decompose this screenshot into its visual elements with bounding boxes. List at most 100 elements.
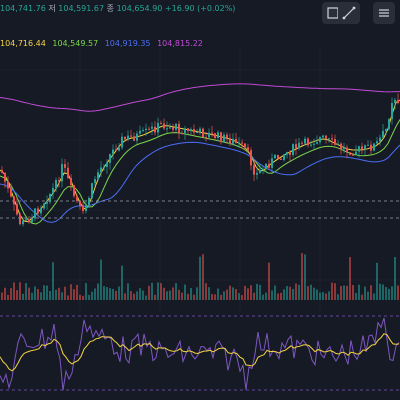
candle-body bbox=[163, 123, 165, 129]
volume-bar bbox=[298, 284, 300, 300]
candle-body bbox=[340, 143, 342, 150]
volume-bar bbox=[274, 285, 276, 300]
candle-body bbox=[223, 134, 225, 142]
candle-body bbox=[343, 147, 345, 150]
oscillator-signal-line bbox=[0, 333, 400, 372]
volume-bar bbox=[364, 286, 366, 300]
volume-histogram bbox=[1, 253, 399, 300]
volume-bar bbox=[94, 288, 96, 300]
candle-body bbox=[289, 151, 291, 155]
candle-body bbox=[142, 130, 144, 132]
volume-bar bbox=[160, 283, 162, 300]
volume-bar bbox=[304, 254, 306, 300]
volume-bar bbox=[91, 291, 93, 300]
candle-body bbox=[1, 170, 3, 173]
candle-body bbox=[85, 205, 87, 212]
volume-bar bbox=[196, 287, 198, 300]
candle-body bbox=[364, 145, 366, 150]
candle-body bbox=[115, 149, 117, 151]
candle-body bbox=[253, 165, 255, 175]
volume-bar bbox=[106, 287, 108, 300]
candle-body bbox=[310, 144, 312, 146]
candle-body bbox=[82, 205, 84, 212]
volume-bar bbox=[244, 285, 246, 300]
volume-bar bbox=[349, 257, 351, 300]
candle-body bbox=[196, 132, 198, 134]
volume-bar bbox=[385, 287, 387, 300]
volume-bar bbox=[280, 292, 282, 300]
volume-bar bbox=[271, 290, 273, 300]
ma-value-4: 104,815.22 bbox=[157, 39, 203, 48]
volume-bar bbox=[265, 292, 267, 300]
candle-body bbox=[211, 132, 213, 134]
candle-body bbox=[148, 128, 150, 130]
candle-body bbox=[139, 130, 141, 134]
candle-body bbox=[61, 164, 63, 182]
volume-bar bbox=[391, 286, 393, 300]
volume-bar bbox=[112, 288, 114, 300]
volume-bar bbox=[277, 293, 279, 300]
candle-body bbox=[121, 136, 123, 148]
volume-bar bbox=[388, 288, 390, 300]
candle-body bbox=[373, 143, 375, 151]
volume-bar bbox=[127, 283, 129, 300]
candle-body bbox=[262, 168, 264, 170]
moving-average-line-1 bbox=[0, 99, 400, 223]
candle-body bbox=[358, 146, 360, 152]
candle-body bbox=[190, 129, 192, 131]
volume-bar bbox=[7, 294, 9, 300]
volume-bar bbox=[133, 293, 135, 300]
volume-bar bbox=[136, 291, 138, 300]
volume-bar bbox=[151, 282, 153, 300]
trend-line-button[interactable] bbox=[338, 2, 360, 24]
ma-value-3: 104,919.35 bbox=[104, 39, 151, 48]
volume-bar bbox=[238, 293, 240, 300]
candle-body bbox=[100, 167, 102, 173]
volume-bar bbox=[190, 288, 192, 300]
candle-body bbox=[28, 219, 30, 223]
settings-button[interactable] bbox=[373, 2, 395, 24]
volume-bar bbox=[289, 286, 291, 300]
volume-bar bbox=[148, 285, 150, 300]
volume-bar bbox=[370, 285, 372, 300]
volume-bar bbox=[325, 293, 327, 300]
candle-body bbox=[394, 99, 396, 104]
volume-bar bbox=[55, 289, 57, 300]
volume-bar bbox=[139, 288, 141, 300]
volume-bar bbox=[64, 286, 66, 300]
candle-body bbox=[52, 188, 54, 194]
volume-bar bbox=[193, 294, 195, 300]
change-value: +16.90 (+0.02%) bbox=[164, 4, 236, 13]
volume-bar bbox=[241, 295, 243, 300]
candle-body bbox=[298, 142, 300, 149]
volume-bar bbox=[202, 254, 204, 300]
candle-body bbox=[304, 138, 306, 144]
candle-body bbox=[367, 144, 369, 146]
candle-body bbox=[295, 144, 297, 149]
candle-body bbox=[292, 144, 294, 155]
moving-average-legend: 104,716.44 104,549.57 104,919.35 104,815… bbox=[0, 39, 207, 48]
high-value: 104,741.76 bbox=[0, 4, 46, 13]
volume-bar bbox=[313, 287, 315, 300]
candle-body bbox=[88, 197, 90, 206]
settings-icon bbox=[379, 9, 389, 17]
candle-body bbox=[178, 123, 180, 133]
candle-body bbox=[106, 162, 108, 167]
trend-line-icon bbox=[342, 6, 356, 20]
volume-bar bbox=[187, 293, 189, 300]
candle-body bbox=[250, 150, 252, 166]
candle-body bbox=[169, 127, 171, 129]
moving-average-line-3 bbox=[0, 141, 400, 223]
candle-body bbox=[187, 128, 189, 131]
volume-bar bbox=[13, 282, 15, 300]
volume-bar bbox=[367, 291, 369, 300]
candle-body bbox=[58, 180, 60, 182]
candle-body bbox=[10, 188, 12, 197]
volume-bar bbox=[253, 292, 255, 300]
volume-bar bbox=[346, 285, 348, 300]
volume-bar bbox=[223, 291, 225, 300]
candle-body bbox=[157, 122, 159, 133]
candle-body bbox=[145, 128, 147, 131]
volume-bar bbox=[226, 289, 228, 300]
